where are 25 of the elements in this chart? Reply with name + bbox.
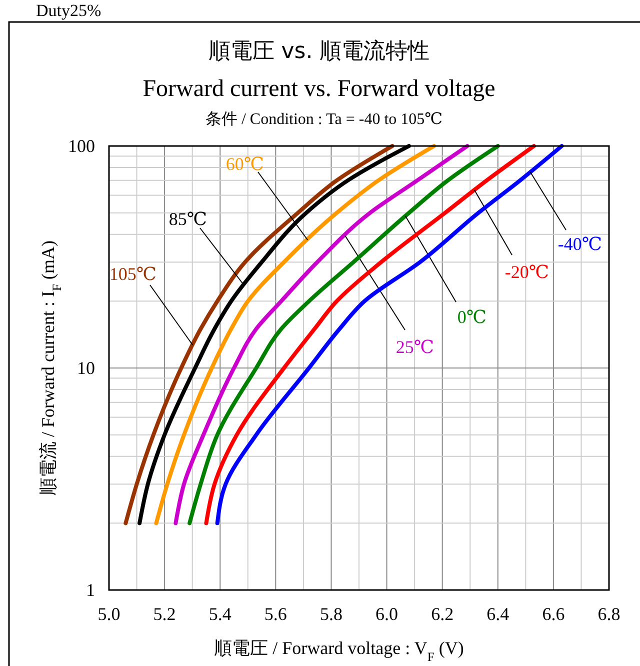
text: 85℃ (168, 209, 208, 229)
text: 105℃ (109, 264, 157, 284)
x-tick-label: 6.2 (431, 604, 454, 624)
text: 60℃ (226, 154, 264, 174)
text: Duty25% (36, 1, 102, 20)
y-tick-label: 100 (68, 136, 95, 156)
x-tick-label: 5.4 (208, 604, 232, 624)
x-tick-label: 6.4 (486, 604, 510, 624)
x-tick-label: 5.6 (264, 604, 287, 624)
text: -40℃ (558, 234, 602, 254)
text: 0℃ (457, 307, 487, 327)
chart-title: 順電圧 vs. 順電流特性 (208, 39, 430, 64)
text: 条件 / Condition : Ta = -40 to 105℃ (205, 111, 443, 128)
x-axis-title: 順電圧 / Forward voltage : V$_{F}$ (V) (214, 638, 464, 664)
y-tick-label: 1 (86, 580, 95, 600)
text: 25℃ (396, 337, 434, 357)
x-tick-label: 6.6 (542, 604, 565, 624)
x-tick-label: 5.8 (320, 604, 342, 624)
y-tick-label: 10 (77, 358, 95, 378)
chart-subtitle: Forward current vs. Forward voltage (142, 76, 496, 102)
x-tick-label: 5.2 (153, 604, 176, 624)
x-tick-label: 6.8 (598, 604, 620, 624)
text: -20℃ (504, 262, 550, 282)
x-tick-label: 6.0 (376, 604, 398, 624)
x-tick-label: 5.0 (98, 604, 120, 624)
